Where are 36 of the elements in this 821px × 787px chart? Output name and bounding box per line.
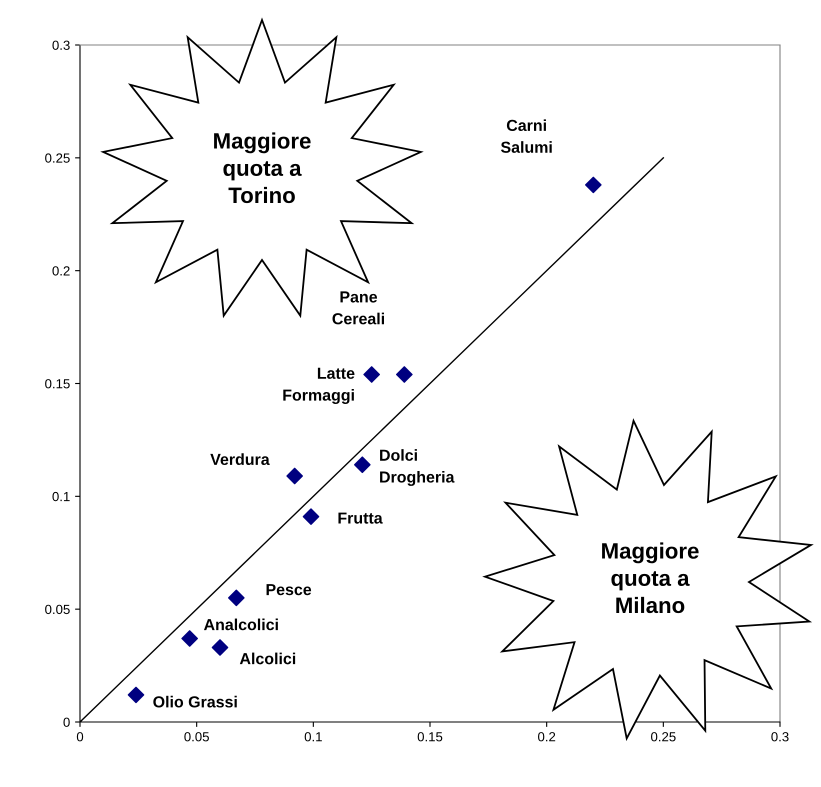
annotation: Maggiore quota a Milano	[602, 542, 699, 614]
point	[181, 630, 198, 647]
point	[396, 366, 413, 383]
y-tick-label: 0	[63, 718, 70, 727]
series-label: Dolci Drogheria	[380, 449, 455, 486]
point	[212, 639, 228, 656]
point	[228, 590, 245, 606]
series-label: Frutta	[338, 512, 383, 524]
series-label: Latte Formaggi	[283, 368, 354, 404]
point	[363, 366, 380, 383]
y-tick-label: 0.25	[45, 153, 70, 163]
x-tick-label: 0.05	[184, 732, 209, 742]
text: Carni Salumi	[500, 119, 552, 153]
y-tick-label: 0.3	[52, 40, 70, 50]
series-label: Alcolici	[240, 652, 296, 664]
x-tick-label: 0.15	[418, 732, 442, 742]
series-label: Verdura	[210, 453, 270, 466]
annotation: Maggiore quota a Torino	[214, 132, 311, 204]
text: Pane Cereali	[332, 291, 384, 324]
point	[354, 456, 371, 474]
y-tick-label: 0.15	[45, 379, 70, 388]
series-label: Pesce	[266, 584, 312, 596]
point	[128, 686, 144, 704]
x-tick-label: 0.3	[771, 732, 789, 742]
x-tick-label: 0.25	[651, 732, 676, 742]
x-tick-label: 0	[76, 732, 84, 742]
x-tick-label: 0.1	[304, 732, 322, 742]
series-label: Olio Grassi	[153, 696, 237, 708]
point	[585, 176, 602, 194]
y-tick-label: 0.2	[52, 266, 70, 276]
point	[302, 508, 320, 525]
x-tick-label: 0.2	[538, 732, 556, 742]
y-tick-label: 0.1	[52, 492, 70, 502]
point	[286, 468, 303, 484]
series-label: Analcolici	[204, 618, 278, 630]
y-tick-label: 0.05	[45, 604, 70, 614]
